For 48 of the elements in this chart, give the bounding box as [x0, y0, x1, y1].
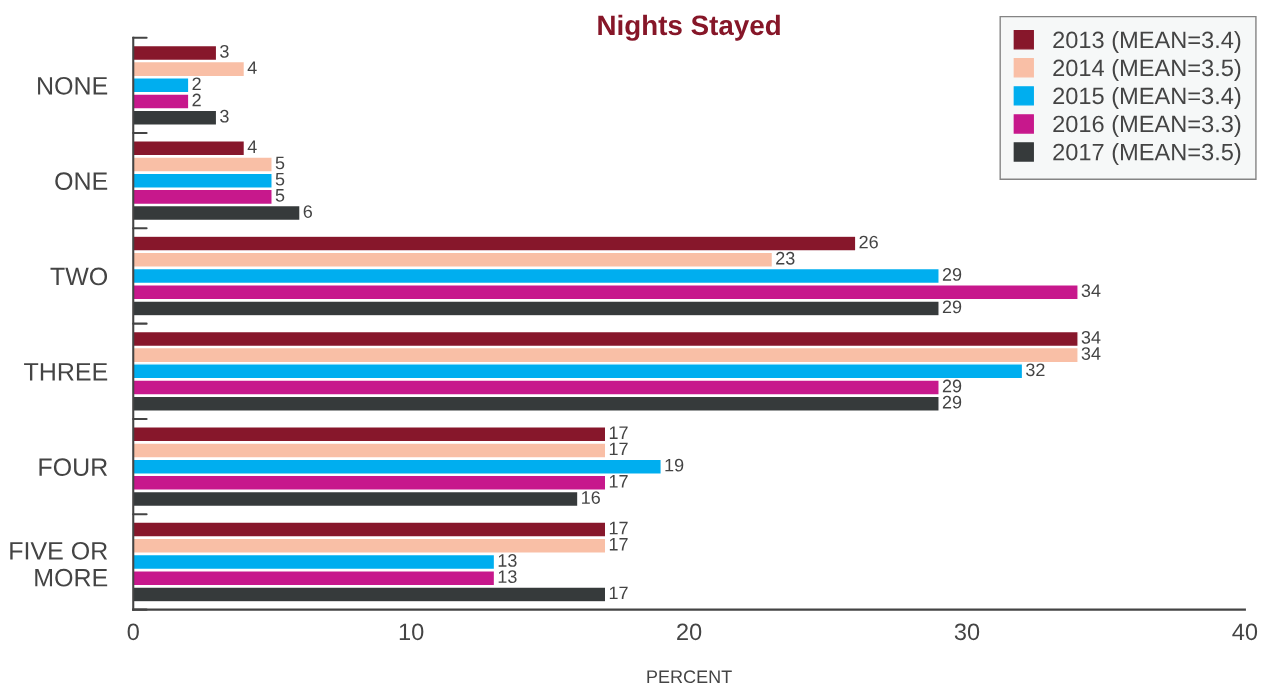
data-label: 4 — [247, 140, 257, 153]
x-tick-label: 40 — [1232, 623, 1258, 641]
data-label: 3 — [220, 44, 229, 58]
data-label: 5 — [275, 156, 285, 170]
data-label: 17 — [609, 426, 628, 439]
data-label: 29 — [942, 268, 962, 281]
x-tick-label: 20 — [677, 623, 702, 641]
x-axis-title: PERCENT — [647, 670, 732, 684]
data-label: 17 — [609, 538, 628, 551]
legend-label: 2015 (MEAN=3.4) — [1053, 86, 1241, 109]
data-label: 26 — [859, 235, 878, 249]
data-label: 5 — [275, 172, 285, 186]
data-label: 6 — [303, 205, 313, 218]
y-tick-label: ONE — [55, 172, 108, 190]
y-tick-label: NONE — [38, 76, 108, 95]
legend-label: 2017 (MEAN=3.5) — [1053, 143, 1241, 166]
data-label: 17 — [609, 442, 628, 456]
data-label: 2 — [192, 77, 201, 91]
data-label: 3 — [220, 109, 229, 123]
data-label: 34 — [1081, 284, 1101, 298]
data-label: 17 — [609, 521, 628, 535]
chart-title: Nights Stayed — [598, 14, 780, 41]
data-label: 29 — [942, 379, 962, 393]
data-label: 2 — [192, 93, 201, 107]
data-label: 19 — [665, 458, 684, 472]
data-label: 29 — [942, 300, 962, 314]
data-label: 16 — [582, 491, 600, 504]
y-tick-label: FIVE OR MORE — [10, 541, 108, 587]
x-tick-label: 10 — [399, 623, 424, 641]
data-label: 13 — [498, 554, 517, 567]
x-tick-label: 0 — [127, 623, 139, 641]
y-tick-label: TWO — [50, 267, 108, 286]
data-label: 17 — [609, 586, 628, 600]
data-label: 13 — [498, 570, 517, 584]
data-label: 23 — [776, 251, 795, 265]
data-label: 34 — [1081, 330, 1101, 344]
legend-label: 2013 (MEAN=3.4) — [1053, 30, 1241, 53]
y-tick-label: THREE — [24, 363, 108, 381]
data-label: 4 — [247, 61, 257, 74]
data-label: 32 — [1026, 363, 1045, 377]
data-label: 17 — [609, 475, 628, 488]
legend-label: 2016 (MEAN=3.3) — [1053, 115, 1241, 138]
data-label: 29 — [942, 395, 962, 409]
x-tick-label: 30 — [954, 623, 980, 641]
data-label: 5 — [275, 189, 285, 202]
legend-label: 2014 (MEAN=3.5) — [1053, 58, 1241, 81]
y-tick-label: FOUR — [39, 458, 108, 476]
data-label: 34 — [1081, 347, 1101, 360]
